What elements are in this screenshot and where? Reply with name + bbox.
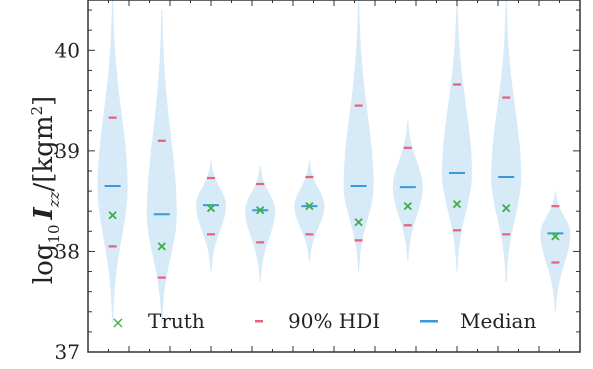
violin-4 bbox=[245, 165, 276, 282]
violin-6-truth-marker bbox=[354, 218, 363, 227]
truth-stroke-b bbox=[403, 202, 412, 211]
violin-5-truth-marker bbox=[305, 202, 314, 211]
legend-truth-label: Truth bbox=[148, 309, 205, 333]
truth-stroke-b bbox=[108, 211, 117, 220]
marker-layer bbox=[104, 83, 564, 279]
legend-median-label: Median bbox=[460, 309, 536, 333]
y-axis-label: log10Izz/[kgm2] bbox=[28, 96, 63, 284]
violin-layer bbox=[97, 0, 571, 322]
violin-10 bbox=[540, 191, 571, 312]
y-tick-label-40: 40 bbox=[55, 38, 80, 62]
violin-9-truth-marker bbox=[502, 204, 511, 213]
truth-stroke-b bbox=[305, 202, 314, 211]
truth-stroke-b bbox=[206, 204, 216, 213]
truth-stroke-b bbox=[551, 232, 560, 241]
violin-3 bbox=[196, 160, 226, 272]
legend-median-marker bbox=[420, 320, 438, 323]
violin-1 bbox=[97, 0, 128, 322]
legend-hdi-marker bbox=[255, 320, 263, 323]
violin-8-truth-marker bbox=[452, 200, 462, 209]
violin-9 bbox=[491, 0, 522, 282]
violin-4-truth-marker bbox=[256, 206, 265, 215]
y-tick-label-37: 37 bbox=[55, 340, 80, 364]
violin-3-truth-marker bbox=[206, 204, 216, 213]
legend-hdi-label: 90% HDI bbox=[288, 309, 380, 333]
y-tick-label-38: 38 bbox=[55, 239, 80, 263]
truth-stroke-b bbox=[157, 242, 166, 251]
violin-5 bbox=[294, 160, 325, 262]
violin-2 bbox=[146, 10, 177, 322]
truth-stroke-b bbox=[502, 204, 511, 213]
y-tick-label-39: 39 bbox=[55, 139, 80, 163]
violin-7 bbox=[392, 120, 423, 262]
violin-2-truth-marker bbox=[157, 242, 166, 251]
truth-stroke-b bbox=[354, 218, 363, 227]
violin-6 bbox=[343, 0, 374, 272]
truth-stroke-b bbox=[256, 206, 265, 215]
legend: × Truth 90% HDI Median bbox=[111, 309, 536, 333]
truth-stroke-b bbox=[452, 200, 462, 209]
violin-8 bbox=[442, 0, 472, 272]
axes-layer: 37 38 39 40 bbox=[55, 0, 581, 364]
violin-7-truth-marker bbox=[403, 202, 412, 211]
legend-truth-marker: × bbox=[111, 313, 124, 332]
violin-1-truth-marker bbox=[108, 211, 117, 220]
violin-10-truth-marker bbox=[551, 232, 560, 241]
